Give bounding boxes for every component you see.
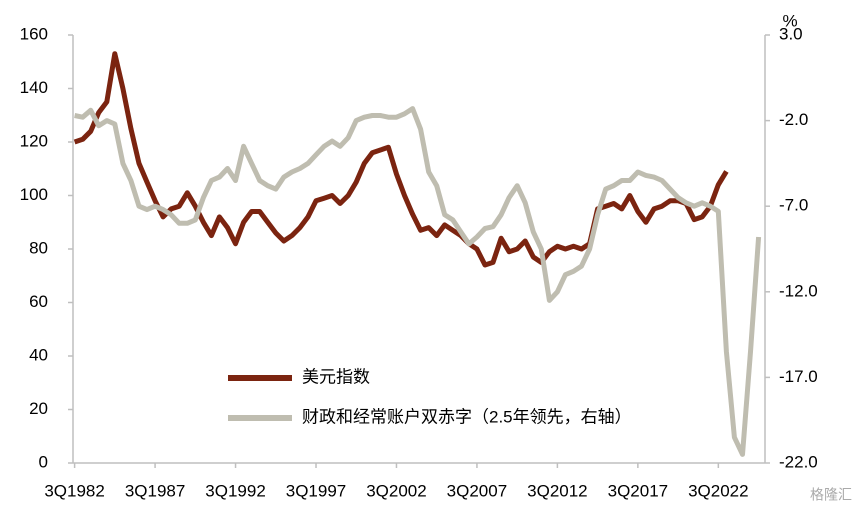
y2-tick-label: -22.0 xyxy=(779,452,818,471)
watermark: 格隆汇 xyxy=(810,487,852,503)
y-tick-label: 140 xyxy=(20,78,48,97)
x-tick-label: 3Q1987 xyxy=(125,481,186,500)
y2-tick-label: -17.0 xyxy=(779,367,818,386)
y-tick-label: 0 xyxy=(39,452,48,471)
y2-tick-label: -12.0 xyxy=(779,281,818,300)
y-tick-label: 100 xyxy=(20,185,48,204)
x-tick-label: 3Q1992 xyxy=(205,481,266,500)
x-tick-label: 3Q2022 xyxy=(688,481,749,500)
y-tick-label: 120 xyxy=(20,131,48,150)
legend-label: 美元指数 xyxy=(302,367,370,386)
x-tick-label: 3Q2002 xyxy=(366,481,427,500)
x-tick-label: 3Q1982 xyxy=(44,481,105,500)
y-tick-label: 80 xyxy=(29,238,48,257)
y-tick-label: 60 xyxy=(29,292,48,311)
x-tick-label: 3Q1997 xyxy=(286,481,347,500)
y2-tick-label: -2.0 xyxy=(779,110,808,129)
x-tick-label: 3Q2012 xyxy=(527,481,588,500)
y-tick-label: 40 xyxy=(29,345,48,364)
y2-tick-label: -7.0 xyxy=(779,196,808,215)
y-tick-label: 160 xyxy=(20,24,48,43)
y2-axis-label: % xyxy=(782,11,797,30)
series-line xyxy=(74,106,762,457)
legend-label: 财政和经常账户双赤字（2.5年领先，右轴） xyxy=(302,407,632,426)
series-line xyxy=(73,51,729,268)
x-tick-label: 3Q2007 xyxy=(447,481,508,500)
y2-tick-label: 3.0 xyxy=(779,24,803,43)
y-tick-label: 20 xyxy=(29,399,48,418)
x-tick-label: 3Q2017 xyxy=(608,481,669,500)
